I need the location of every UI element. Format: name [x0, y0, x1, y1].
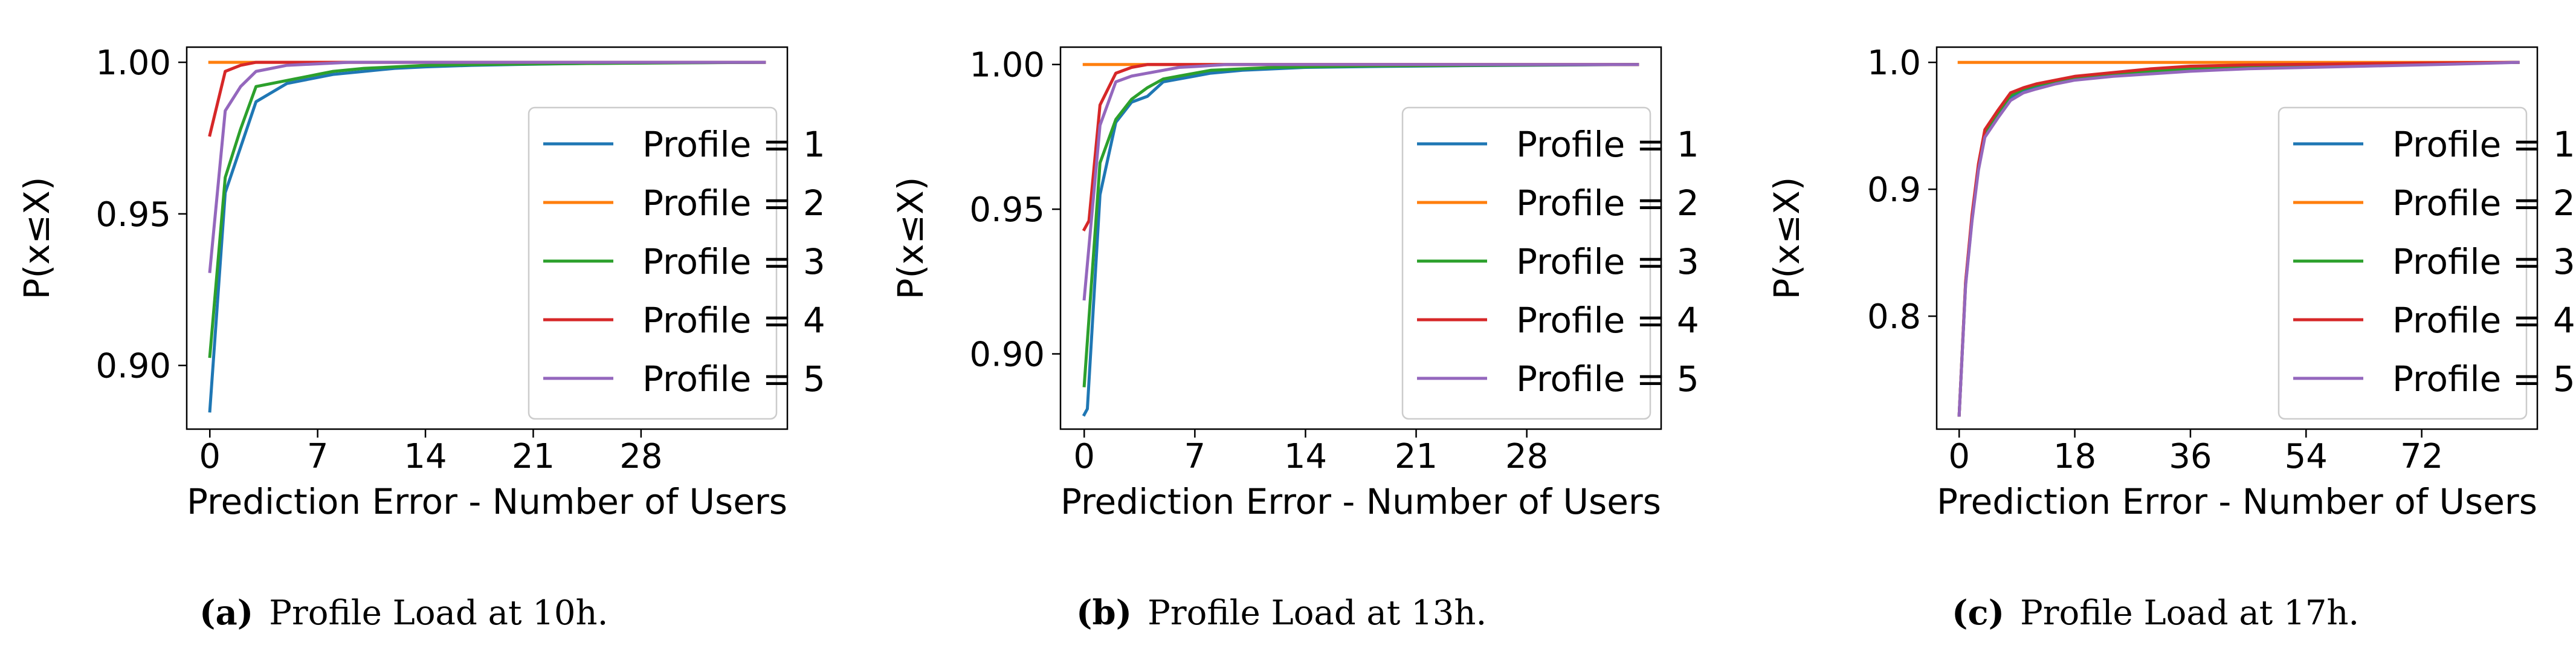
- x-tick-label: 72: [2400, 437, 2443, 476]
- axes-frame: [186, 46, 789, 430]
- legend-label-profile-2: Profile = 2: [642, 183, 825, 224]
- figure-caption: (b) Profile Load at 13h.: [1076, 593, 1487, 633]
- legend-label-profile-5: Profile = 5: [642, 358, 825, 400]
- chart-panel-2: 0 7 14 21 28 0.90 0.95 1.00 Prediction Error - N…: [890, 46, 1699, 633]
- y-tick-label: 0.95: [95, 195, 171, 235]
- x-tick-label: 14: [1284, 437, 1327, 476]
- plot-area: [1957, 60, 2520, 417]
- plot-area: [1082, 63, 1639, 417]
- figure-caption: (a) Profile Load at 10h.: [199, 593, 608, 633]
- y-tick-label: 1.0: [1867, 44, 1921, 83]
- y-axis-label: P(x≤X): [16, 177, 57, 300]
- legend-label-profile-4: Profile = 4: [642, 300, 825, 341]
- series-line-profile-5: [1082, 63, 1639, 301]
- legend-label-profile-1: Profile = 1: [1516, 124, 1699, 165]
- chart-panel-3: 0 18 36 54 72 0.8 0.9 1.0 Prediction Error - Num…: [1766, 44, 2575, 633]
- x-tick-label: 7: [1184, 437, 1206, 476]
- y-tick-label: 1.00: [969, 46, 1045, 85]
- caption-label: (c): [1952, 593, 2004, 633]
- x-axis-label: Prediction Error - Number of Users: [187, 481, 787, 522]
- legend-box: [2277, 106, 2528, 420]
- x-tick-label: 0: [1948, 437, 1970, 476]
- legend-label-profile-4: Profile = 4: [2392, 300, 2575, 341]
- legend-label-profile-5: Profile = 5: [1516, 358, 1699, 400]
- x-tick-label: 21: [512, 437, 555, 476]
- axes-frame: [1935, 46, 2539, 430]
- legend: Profile = 1 Profile = 2 Profile = 3 Profile…: [528, 106, 825, 420]
- x-tick-label: 28: [619, 437, 662, 476]
- series-line-profile-4: [1082, 63, 1639, 232]
- y-tick-label: 0.8: [1867, 297, 1921, 337]
- y-tick-label: 0.9: [1867, 170, 1921, 210]
- x-tick-label: 18: [2053, 437, 2096, 476]
- caption-text: Profile Load at 17h.: [2020, 594, 2359, 633]
- x-tick-label: 36: [2169, 437, 2212, 476]
- x-tick-label: 28: [1505, 437, 1548, 476]
- y-tick-label: 1.00: [95, 44, 171, 83]
- legend-label-profile-2: Profile = 2: [2392, 183, 2575, 224]
- caption-text: Profile Load at 10h.: [269, 594, 608, 633]
- x-axis-label: Prediction Error - Number of Users: [1937, 481, 2537, 522]
- x-axis-label: Prediction Error - Number of Users: [1060, 481, 1661, 522]
- y-axis-label: P(x≤X): [890, 177, 931, 300]
- legend-label-profile-4: Profile = 4: [1516, 300, 1699, 341]
- legend-label-profile-1: Profile = 1: [2392, 124, 2575, 165]
- x-tick-label: 21: [1395, 437, 1438, 476]
- caption-label: (b): [1076, 593, 1132, 633]
- chart-panel-1: 0 7 14 21 28 0.90 0.95 1.00 Prediction Error - N…: [16, 44, 825, 633]
- x-tick-label: 0: [1073, 437, 1095, 476]
- legend-label-profile-1: Profile = 1: [642, 124, 825, 165]
- axes-frame: [1059, 46, 1662, 430]
- series-line-profile-5: [208, 60, 766, 273]
- series-line-profile-3: [208, 60, 766, 358]
- x-tick-label: 14: [404, 437, 447, 476]
- x-tick-label: 0: [199, 437, 221, 476]
- y-tick-label: 0.90: [969, 335, 1045, 375]
- caption-text: Profile Load at 13h.: [1148, 594, 1487, 633]
- y-axis-label: P(x≤X): [1766, 177, 1807, 300]
- figure-caption: (c) Profile Load at 17h.: [1952, 593, 2359, 633]
- legend: Profile = 1 Profile = 2 Profile = 3 Profile…: [1401, 106, 1699, 420]
- y-tick-label: 0.95: [969, 190, 1045, 230]
- x-tick-label: 54: [2285, 437, 2328, 476]
- legend-label-profile-3: Profile = 3: [642, 241, 825, 282]
- y-tick-label: 0.90: [95, 347, 171, 386]
- x-tick-label: 7: [307, 437, 329, 476]
- legend-label-profile-3: Profile = 3: [2392, 241, 2575, 282]
- caption-label: (a): [199, 593, 253, 633]
- plot-area: [208, 60, 766, 413]
- legend-label-profile-3: Profile = 3: [1516, 241, 1699, 282]
- legend-label-profile-2: Profile = 2: [1516, 183, 1699, 224]
- series-line-profile-5: [1957, 60, 2520, 417]
- legend-label-profile-5: Profile = 5: [2392, 358, 2575, 400]
- legend-box: [528, 106, 778, 420]
- legend: Profile = 1 Profile = 2 Profile = 3 Profile…: [2277, 106, 2575, 420]
- legend-box: [1401, 106, 1651, 420]
